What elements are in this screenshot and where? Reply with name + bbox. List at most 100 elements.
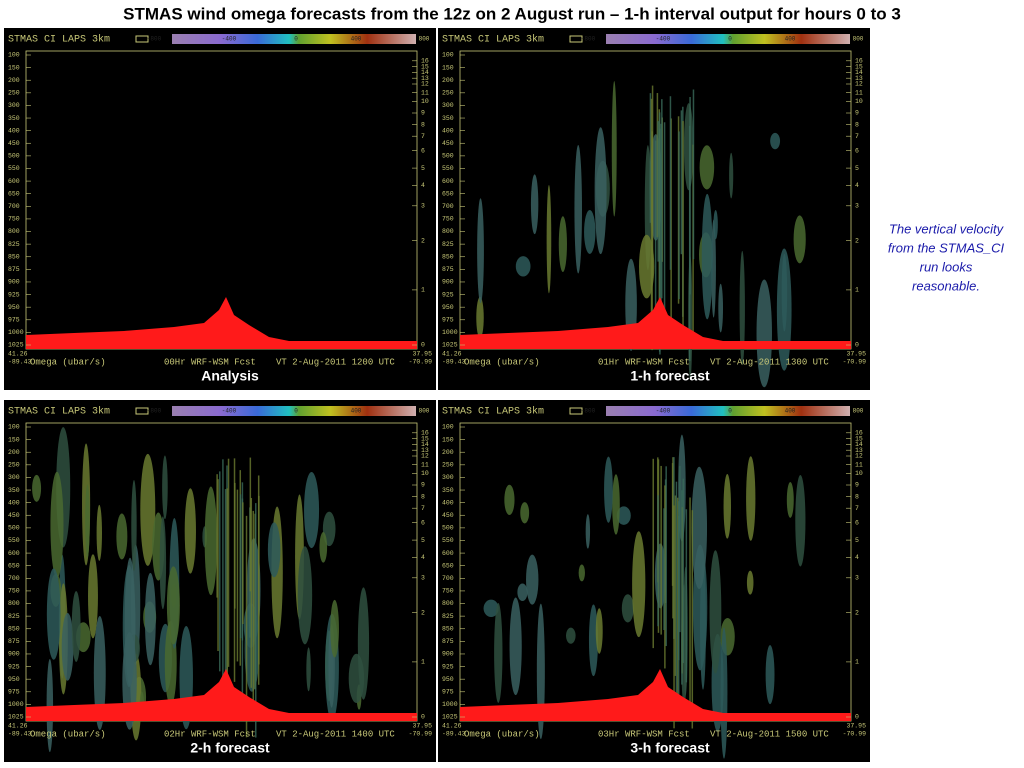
pressure-label: 975: [8, 317, 20, 324]
height-label: 14: [421, 441, 429, 448]
height-label: 15: [855, 435, 863, 442]
omega-contour: [159, 516, 167, 610]
pressure-label: 925: [8, 291, 20, 298]
omega-streak: [226, 488, 228, 709]
pressure-label: 1025: [442, 342, 458, 349]
omega-streak: [650, 98, 653, 316]
omega-streak: [652, 458, 654, 649]
omega-contour: [124, 557, 136, 687]
pressure-label: 200: [8, 77, 20, 84]
omega-contour: [116, 513, 128, 560]
pressure-label: 925: [8, 663, 20, 670]
pressure-label: 200: [8, 449, 20, 456]
height-label: 9: [421, 110, 425, 117]
pressure-label: 1000: [442, 701, 458, 708]
height-label: 14: [421, 69, 429, 76]
terrain: [26, 297, 417, 349]
omega-contour: [756, 279, 772, 388]
pressure-label: 300: [8, 474, 20, 481]
omega-contour: [612, 474, 620, 535]
omega-streak: [671, 463, 674, 586]
height-label: 14: [855, 69, 863, 76]
pressure-label: 825: [8, 613, 20, 620]
height-label: 16: [855, 58, 863, 65]
omega-streak: [651, 85, 654, 279]
pressure-label: 1025: [442, 714, 458, 721]
omega-contour: [71, 591, 81, 662]
colorbar-label: 0: [728, 408, 732, 415]
omega-streak: [227, 458, 230, 667]
pressure-label: 900: [8, 279, 20, 286]
pressure-label: 850: [442, 253, 454, 260]
omega-contour: [793, 215, 806, 264]
omega-contour: [483, 599, 499, 618]
left-coord: -89.43: [442, 731, 466, 738]
omega-contour: [204, 486, 218, 596]
pressure-label: 800: [8, 228, 20, 235]
omega-contour: [509, 597, 522, 696]
omega-streak: [649, 93, 652, 223]
height-label: 5: [421, 165, 425, 172]
pressure-label: 250: [442, 462, 454, 469]
pressure-label: 650: [442, 190, 454, 197]
pressure-label: 500: [8, 153, 20, 160]
height-label: 15: [421, 435, 429, 442]
pressure-label: 825: [442, 613, 454, 620]
colorbar-label: -800: [147, 408, 162, 415]
omega-streak: [663, 508, 665, 631]
height-label: 2: [855, 609, 859, 616]
left-coord: 41.26: [8, 723, 28, 730]
height-label: 8: [421, 121, 425, 128]
pressure-label: 450: [442, 140, 454, 147]
omega-streak: [674, 495, 677, 676]
terrain: [460, 297, 851, 349]
pressure-label: 300: [442, 474, 454, 481]
omega-contour: [93, 616, 106, 730]
pressure-label: 550: [442, 537, 454, 544]
omega-streak: [234, 482, 236, 609]
omega-streak: [217, 479, 219, 652]
omega-contour: [720, 627, 728, 759]
omega-contour: [530, 174, 539, 235]
left-coord: -89.43: [8, 731, 32, 738]
omega-contour: [638, 234, 655, 299]
valid-time: VT 2-Aug-2011 1400 UTC: [276, 729, 395, 739]
colorbar-legend-box: [569, 407, 583, 415]
omega-streak: [236, 489, 239, 662]
omega-contour: [795, 475, 806, 567]
height-label: 9: [421, 482, 425, 489]
omega-streak: [657, 495, 659, 627]
quantity-label: Omega (ubar/s): [464, 357, 540, 367]
omega-streak: [676, 497, 679, 716]
pressure-label: 800: [8, 600, 20, 607]
pressure-label: 975: [442, 689, 454, 696]
right-coord: 37.95: [846, 723, 866, 730]
pressure-label: 200: [442, 449, 454, 456]
height-label: 12: [855, 81, 863, 88]
omega-contour: [683, 103, 694, 191]
pressure-label: 1000: [8, 329, 24, 336]
pressure-label: 350: [8, 487, 20, 494]
height-label: 7: [855, 133, 859, 140]
height-label: 3: [421, 203, 425, 210]
omega-contour: [765, 645, 775, 705]
height-label: 0: [421, 342, 425, 349]
right-coord: 37.95: [412, 351, 432, 358]
height-label: 6: [855, 519, 859, 526]
panel: STMAS CI LAPS 3km -800 -400 0 400 80010015020…: [4, 400, 436, 762]
pressure-label: 850: [442, 625, 454, 632]
omega-contour: [515, 256, 531, 277]
pressure-label: 750: [442, 588, 454, 595]
pressure-label: 950: [442, 676, 454, 683]
left-coord: 41.26: [442, 723, 462, 730]
omega-streak: [249, 457, 252, 592]
valid-time: VT 2-Aug-2011 1500 UTC: [710, 729, 829, 739]
pressure-label: 150: [442, 436, 454, 443]
left-coord: -89.43: [442, 359, 466, 366]
slide-title: STMAS wind omega forecasts from the 12z …: [123, 4, 901, 23]
omega-streak: [673, 505, 675, 729]
omega-contour: [574, 145, 582, 274]
side-note: from the STMAS_CI: [888, 240, 1005, 255]
height-label: 5: [855, 165, 859, 172]
pressure-label: 950: [8, 304, 20, 311]
